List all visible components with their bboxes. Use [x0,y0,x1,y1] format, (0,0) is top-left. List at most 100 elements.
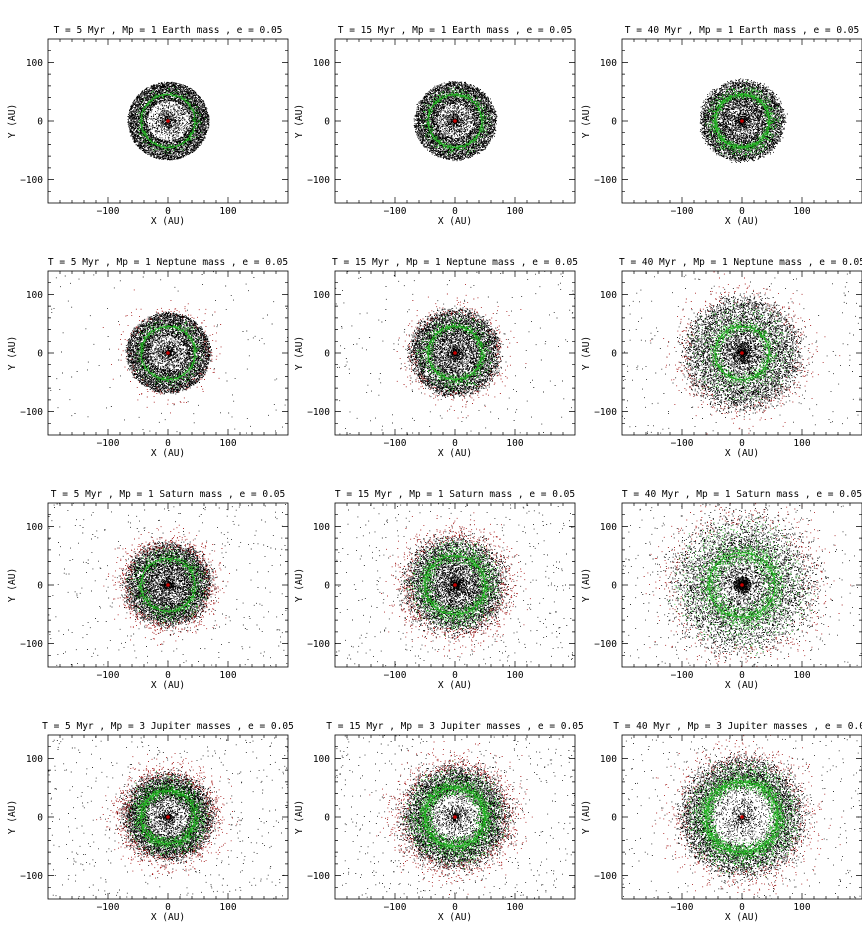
particle-distribution [699,78,788,164]
x-tick-label: 0 [739,206,745,217]
panel-4: −100 0 100 −100 0 100 T = 5 Myr , Mp = 1 Neptu… [7,257,289,459]
x-tick-label: 0 [452,206,458,217]
disk-particles [335,271,575,435]
panel-12: −100 0 100 −100 0 100 T = 40 Myr , Mp = 3 Jupi… [581,721,862,923]
central-star [166,351,170,355]
y-tick-label: 0 [37,117,43,128]
x-axis-label: X (AU) [725,912,759,923]
scattered-particles [381,512,531,657]
axis-ticks [335,39,575,203]
y-tick-label: 100 [26,290,43,301]
y-tick-label: 100 [313,754,330,765]
x-tick-label: 0 [452,902,458,913]
x-tick-label: 100 [506,670,523,681]
y-tick-label: 100 [600,58,617,69]
y-tick-label: 0 [611,581,617,592]
x-axis-label: X (AU) [438,912,472,923]
y-tick-label: −100 [20,639,43,650]
planet-orbit [140,94,196,148]
panel-6: −100 0 100 −100 0 100 T = 40 Myr , Mp = 1 Nept… [581,257,862,459]
panel-title: T = 15 Myr , Mp = 1 Neptune mass , e = 0… [332,257,578,268]
y-tick-label: −100 [20,871,43,882]
y-axis-label: Y (AU) [581,800,592,834]
x-tick-label: 0 [165,670,171,681]
x-tick-label: 0 [165,206,171,217]
x-tick-label: 100 [793,670,810,681]
y-tick-label: −100 [594,175,617,186]
x-axis-label: X (AU) [438,680,472,691]
x-axis-label: X (AU) [151,448,185,459]
x-axis-label: X (AU) [151,912,185,923]
y-axis-label: Y (AU) [581,336,592,370]
x-tick-label: 100 [219,206,236,217]
central-star [740,815,744,819]
x-tick-label: −100 [384,206,407,217]
scattered-particles [102,289,222,414]
central-star [166,119,170,123]
y-tick-label: 100 [313,290,330,301]
x-tick-label: 0 [165,902,171,913]
y-tick-label: 0 [324,581,330,592]
central-star [740,351,744,355]
x-tick-label: 100 [219,670,236,681]
y-tick-label: 0 [611,349,617,360]
panel-title: T = 40 Myr , Mp = 1 Earth mass , e = 0.0… [625,25,860,36]
x-tick-label: 100 [219,438,236,449]
y-axis-label: Y (AU) [7,568,18,602]
y-tick-label: 0 [37,581,43,592]
planet-orbit [140,558,196,612]
particle-distribution [622,735,862,899]
y-tick-label: 0 [611,117,617,128]
x-tick-label: 0 [739,670,745,681]
x-tick-label: −100 [97,902,120,913]
y-axis-label: Y (AU) [294,104,305,138]
x-tick-label: 0 [452,670,458,681]
particle-distribution [48,735,288,899]
resonant-particles [126,770,211,856]
x-tick-label: −100 [671,670,694,681]
central-star [453,583,457,587]
particle-distribution [335,271,575,435]
central-star [166,815,170,819]
particle-distribution [622,271,862,435]
particle-distribution [48,503,288,667]
panel-11: −100 0 100 −100 0 100 T = 15 Myr , Mp = 3 Jupi… [294,721,584,923]
y-tick-label: −100 [594,407,617,418]
panel-title: T = 5 Myr , Mp = 1 Neptune mass , e = 0.… [48,257,288,268]
y-axis-label: Y (AU) [7,336,18,370]
axis-ticks [622,39,862,203]
y-tick-label: 0 [324,117,330,128]
panel-title: T = 40 Myr , Mp = 1 Neptune mass , e = 0… [619,257,862,268]
scattered-particles [649,271,841,435]
scattered-particles [643,503,852,667]
x-tick-label: 100 [506,206,523,217]
particle-distribution [622,503,862,667]
x-axis-label: X (AU) [725,680,759,691]
planet-orbit [427,94,483,148]
x-axis-label: X (AU) [151,680,185,691]
panel-3: −100 0 100 −100 0 100 T = 40 Myr , Mp = 1 Eart… [581,25,862,227]
x-tick-label: 100 [506,438,523,449]
x-axis-label: X (AU) [725,216,759,227]
y-tick-label: −100 [307,639,330,650]
scattered-particles [396,284,527,419]
panel-1: −100 0 100 −100 0 100 T = 5 Myr , Mp = 1 Earth… [7,25,289,227]
y-tick-label: 100 [600,522,617,533]
planet-orbit [705,781,779,853]
y-axis-label: Y (AU) [7,104,18,138]
panel-title: T = 40 Myr , Mp = 1 Saturn mass , e = 0.… [622,489,862,500]
y-tick-label: −100 [594,639,617,650]
panel-title: T = 15 Myr , Mp = 1 Earth mass , e = 0.0… [338,25,573,36]
axis-ticks [48,503,288,667]
axis-ticks [335,271,575,435]
planet-orbit [714,94,770,148]
y-tick-label: 100 [600,290,617,301]
axis-ticks [335,503,575,667]
particle-distribution [413,81,498,162]
axis-ticks [622,271,862,435]
panel-title: T = 40 Myr , Mp = 3 Jupiter masses , e =… [613,721,862,732]
y-tick-label: −100 [20,175,43,186]
axis-ticks [622,503,862,667]
axis-ticks [48,39,288,203]
